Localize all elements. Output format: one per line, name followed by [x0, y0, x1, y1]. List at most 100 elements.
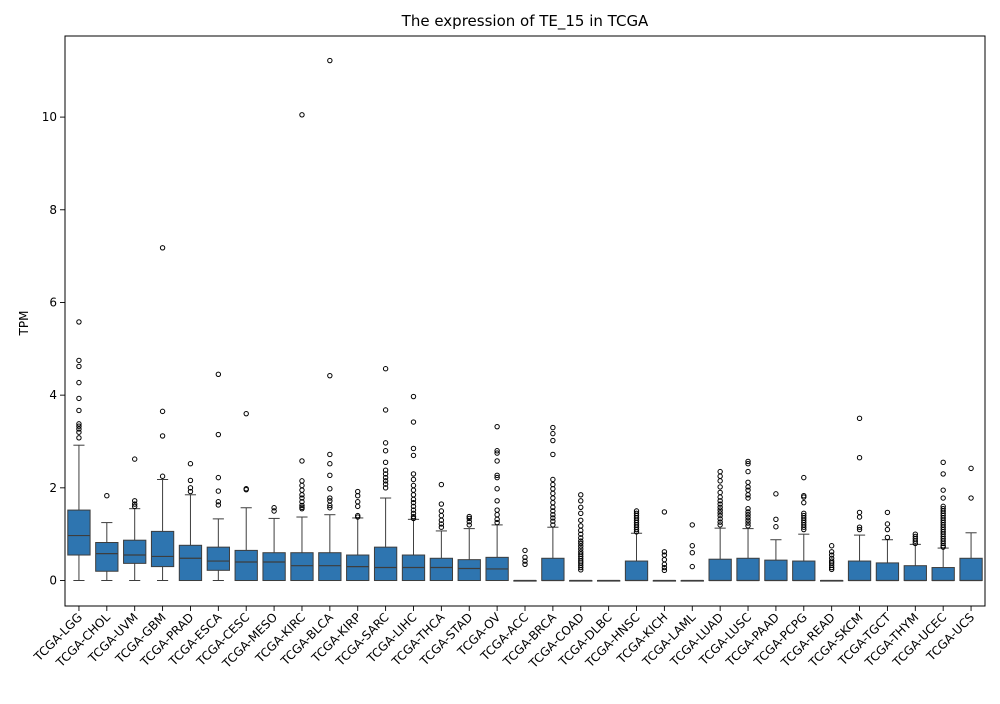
outlier-point	[717, 468, 723, 475]
outlier-point	[578, 527, 584, 534]
outlier-point	[410, 515, 417, 522]
y-tick-label: 6	[49, 295, 57, 309]
outlier-point	[382, 448, 389, 454]
outlier-point	[578, 543, 584, 549]
iqr-box	[206, 546, 230, 571]
outlier-point	[410, 503, 417, 510]
outlier-point	[717, 516, 723, 522]
outlier-point	[828, 564, 835, 571]
outlier-point	[884, 534, 891, 541]
outlier-point	[801, 524, 807, 530]
outlier-point	[801, 474, 807, 481]
outlier-point	[215, 371, 222, 377]
outlier-point	[745, 517, 751, 523]
outlier-point	[689, 543, 695, 549]
outlier-point	[159, 245, 166, 251]
outlier-point	[717, 512, 723, 519]
outlier-point	[410, 393, 417, 400]
outlier-point	[215, 474, 222, 481]
iqr-box	[792, 560, 816, 582]
outlier-point	[578, 540, 584, 547]
iqr-box	[903, 565, 927, 582]
outlier-point	[76, 429, 82, 435]
iqr-box	[150, 530, 175, 568]
outlier-point	[215, 431, 222, 438]
y-tick-label: 10	[42, 110, 57, 124]
outlier-point	[299, 487, 305, 493]
outlier-point	[522, 554, 528, 561]
y-tick-label: 2	[49, 481, 57, 495]
outlier-point	[550, 451, 556, 458]
outlier-point	[884, 526, 891, 533]
outlier-point	[299, 499, 305, 505]
outlier-point	[104, 493, 110, 499]
outlier-point	[410, 476, 417, 483]
outlier-point	[410, 471, 417, 477]
outlier-point	[355, 503, 361, 510]
outlier-point	[578, 517, 584, 523]
outlier-point	[550, 508, 556, 514]
outlier-point	[494, 450, 500, 456]
outlier-point	[745, 492, 751, 498]
outlier-point	[550, 515, 556, 521]
outlier-point	[355, 499, 361, 505]
iqr-box	[764, 559, 788, 582]
outlier-point	[745, 505, 751, 512]
outlier-point	[410, 487, 417, 493]
outlier-point	[131, 498, 138, 504]
outlier-point	[661, 567, 668, 574]
outlier-point	[828, 566, 835, 573]
outlier-point	[550, 495, 556, 501]
outlier-point	[773, 516, 779, 523]
outlier-point	[466, 513, 472, 520]
outlier-point	[438, 501, 445, 507]
outlier-point	[271, 505, 277, 511]
outlier-point	[773, 524, 779, 530]
outlier-point	[410, 499, 417, 506]
iqr-box	[624, 560, 649, 582]
outlier-point	[745, 523, 751, 529]
outlier-point	[633, 529, 640, 535]
outlier-point	[438, 508, 445, 514]
outlier-point	[578, 492, 584, 498]
outlier-point	[438, 521, 445, 527]
outlier-point	[940, 544, 946, 550]
outlier-point	[717, 504, 723, 510]
outlier-point	[76, 379, 82, 386]
outlier-point	[661, 564, 668, 571]
outlier-point	[131, 503, 138, 510]
outlier-point	[494, 423, 500, 430]
outlier-point	[382, 467, 389, 473]
iqr-box	[67, 509, 91, 556]
outlier-point	[410, 482, 417, 489]
outlier-point	[355, 493, 361, 499]
outlier-point	[76, 423, 82, 429]
outlier-point	[327, 461, 333, 467]
outlier-point	[717, 484, 723, 490]
iqr-box	[95, 542, 119, 572]
outlier-point	[717, 498, 723, 504]
outlier-point	[578, 523, 584, 529]
outlier-point	[633, 526, 640, 533]
outlier-point	[717, 519, 723, 525]
iqr-box	[346, 554, 370, 582]
outlier-point	[578, 538, 584, 544]
outlier-point	[131, 456, 138, 462]
outlier-point	[940, 471, 946, 477]
y-axis-label: TPM	[17, 311, 31, 337]
outlier-point	[578, 535, 584, 541]
outlier-point	[550, 518, 556, 524]
outlier-point	[76, 357, 82, 364]
outlier-point	[327, 451, 333, 458]
outlier-point	[745, 495, 751, 501]
outlier-point	[550, 499, 556, 506]
outlier-point	[187, 488, 194, 495]
iqr-box	[178, 544, 203, 582]
outlier-point	[550, 437, 556, 444]
outlier-point	[522, 547, 528, 554]
outlier-point	[717, 478, 723, 484]
outlier-point	[661, 556, 668, 563]
outlier-point	[327, 505, 333, 511]
outlier-point	[745, 520, 751, 526]
